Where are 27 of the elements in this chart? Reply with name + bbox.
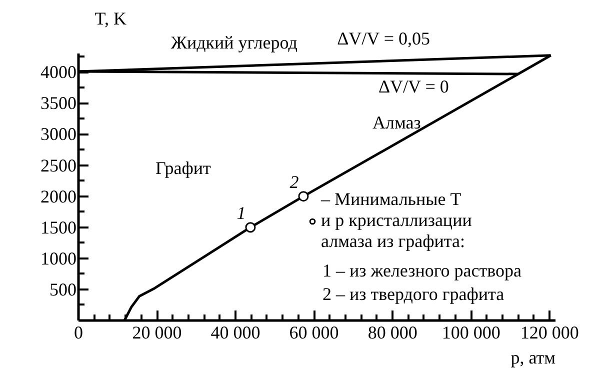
x-axis-title: p, атм bbox=[510, 348, 556, 368]
x-tick-label: 120 000 bbox=[520, 322, 579, 342]
y-tick-label: 4000 bbox=[40, 62, 76, 82]
annotation: 1 – из железного раствора bbox=[322, 260, 522, 281]
legend-label: – Минимальные T и p кристаллизации алмаза из графита: bbox=[321, 189, 472, 252]
y-tick-label: 1000 bbox=[40, 248, 76, 268]
y-tick-label: 2000 bbox=[40, 186, 76, 206]
y-tick-label: 3500 bbox=[40, 93, 76, 114]
text: Жидкий углерод bbox=[170, 32, 298, 52]
x-tick-label: 40 000 bbox=[210, 322, 260, 342]
text: ΔV/V = 0,05 bbox=[337, 28, 430, 48]
y-axis-title: T, K bbox=[94, 8, 126, 28]
y-tick-label: 1500 bbox=[40, 217, 76, 238]
x-tick-label: 100 000 bbox=[442, 322, 500, 342]
annotation: 2 bbox=[290, 172, 299, 192]
x-tick-label: 0 bbox=[74, 322, 83, 342]
y-tick-label: 3000 bbox=[40, 124, 76, 144]
annotation: ΔV/V = 0 bbox=[378, 76, 449, 96]
x-tick-label: 20 000 bbox=[132, 322, 182, 342]
y-tick-label: 500 bbox=[50, 279, 76, 300]
annotation: Алмаз bbox=[372, 112, 421, 132]
annotation: 2 – из твердого графита bbox=[322, 284, 504, 304]
x-tick-label: 60 000 bbox=[289, 322, 339, 342]
y-tick-label: 2500 bbox=[40, 155, 76, 176]
x-tick-label: 80 000 bbox=[368, 322, 418, 342]
annotation: Графит bbox=[155, 158, 212, 178]
annotation: 1 bbox=[236, 203, 246, 224]
